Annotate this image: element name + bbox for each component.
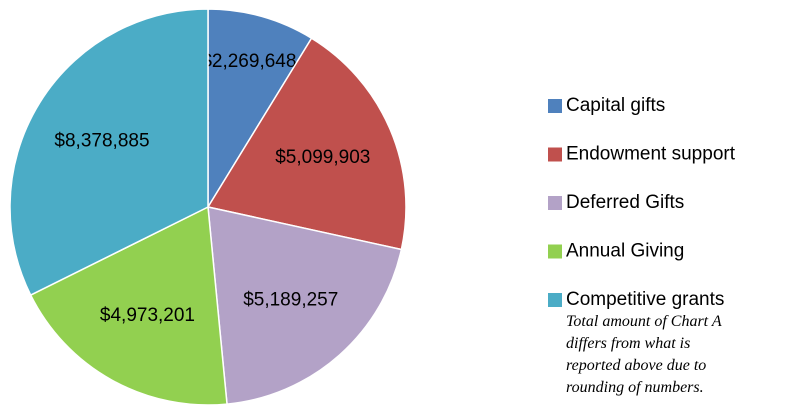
- legend-swatch: [548, 196, 562, 210]
- data-label: $5,189,257: [243, 289, 338, 310]
- legend-swatch: [548, 147, 562, 162]
- legend-label: Capital gifts: [566, 95, 665, 116]
- pie-slice: [207, 206, 403, 405]
- legend-swatch: [548, 244, 562, 259]
- data-label: $8,378,885: [54, 130, 149, 151]
- annotation: Total amount of Chart A differs from wha…: [566, 313, 722, 396]
- data-label: $4,973,201: [100, 305, 195, 326]
- pie-slice: [9, 8, 209, 297]
- legend-label: Endowment support: [566, 144, 736, 165]
- legend-swatch: [548, 293, 562, 307]
- legend-label: Annual Giving: [566, 241, 684, 262]
- pie-slice: [206, 37, 407, 251]
- data-label: $2,269,648: [201, 51, 296, 72]
- pie-slice: [29, 205, 228, 406]
- legend-label: Deferred Gifts: [566, 192, 684, 213]
- data-label: $5,099,903: [275, 147, 370, 168]
- pie-slice: [207, 8, 313, 210]
- legend-label: Competitive grants: [566, 289, 724, 310]
- legend-swatch: [548, 99, 562, 113]
